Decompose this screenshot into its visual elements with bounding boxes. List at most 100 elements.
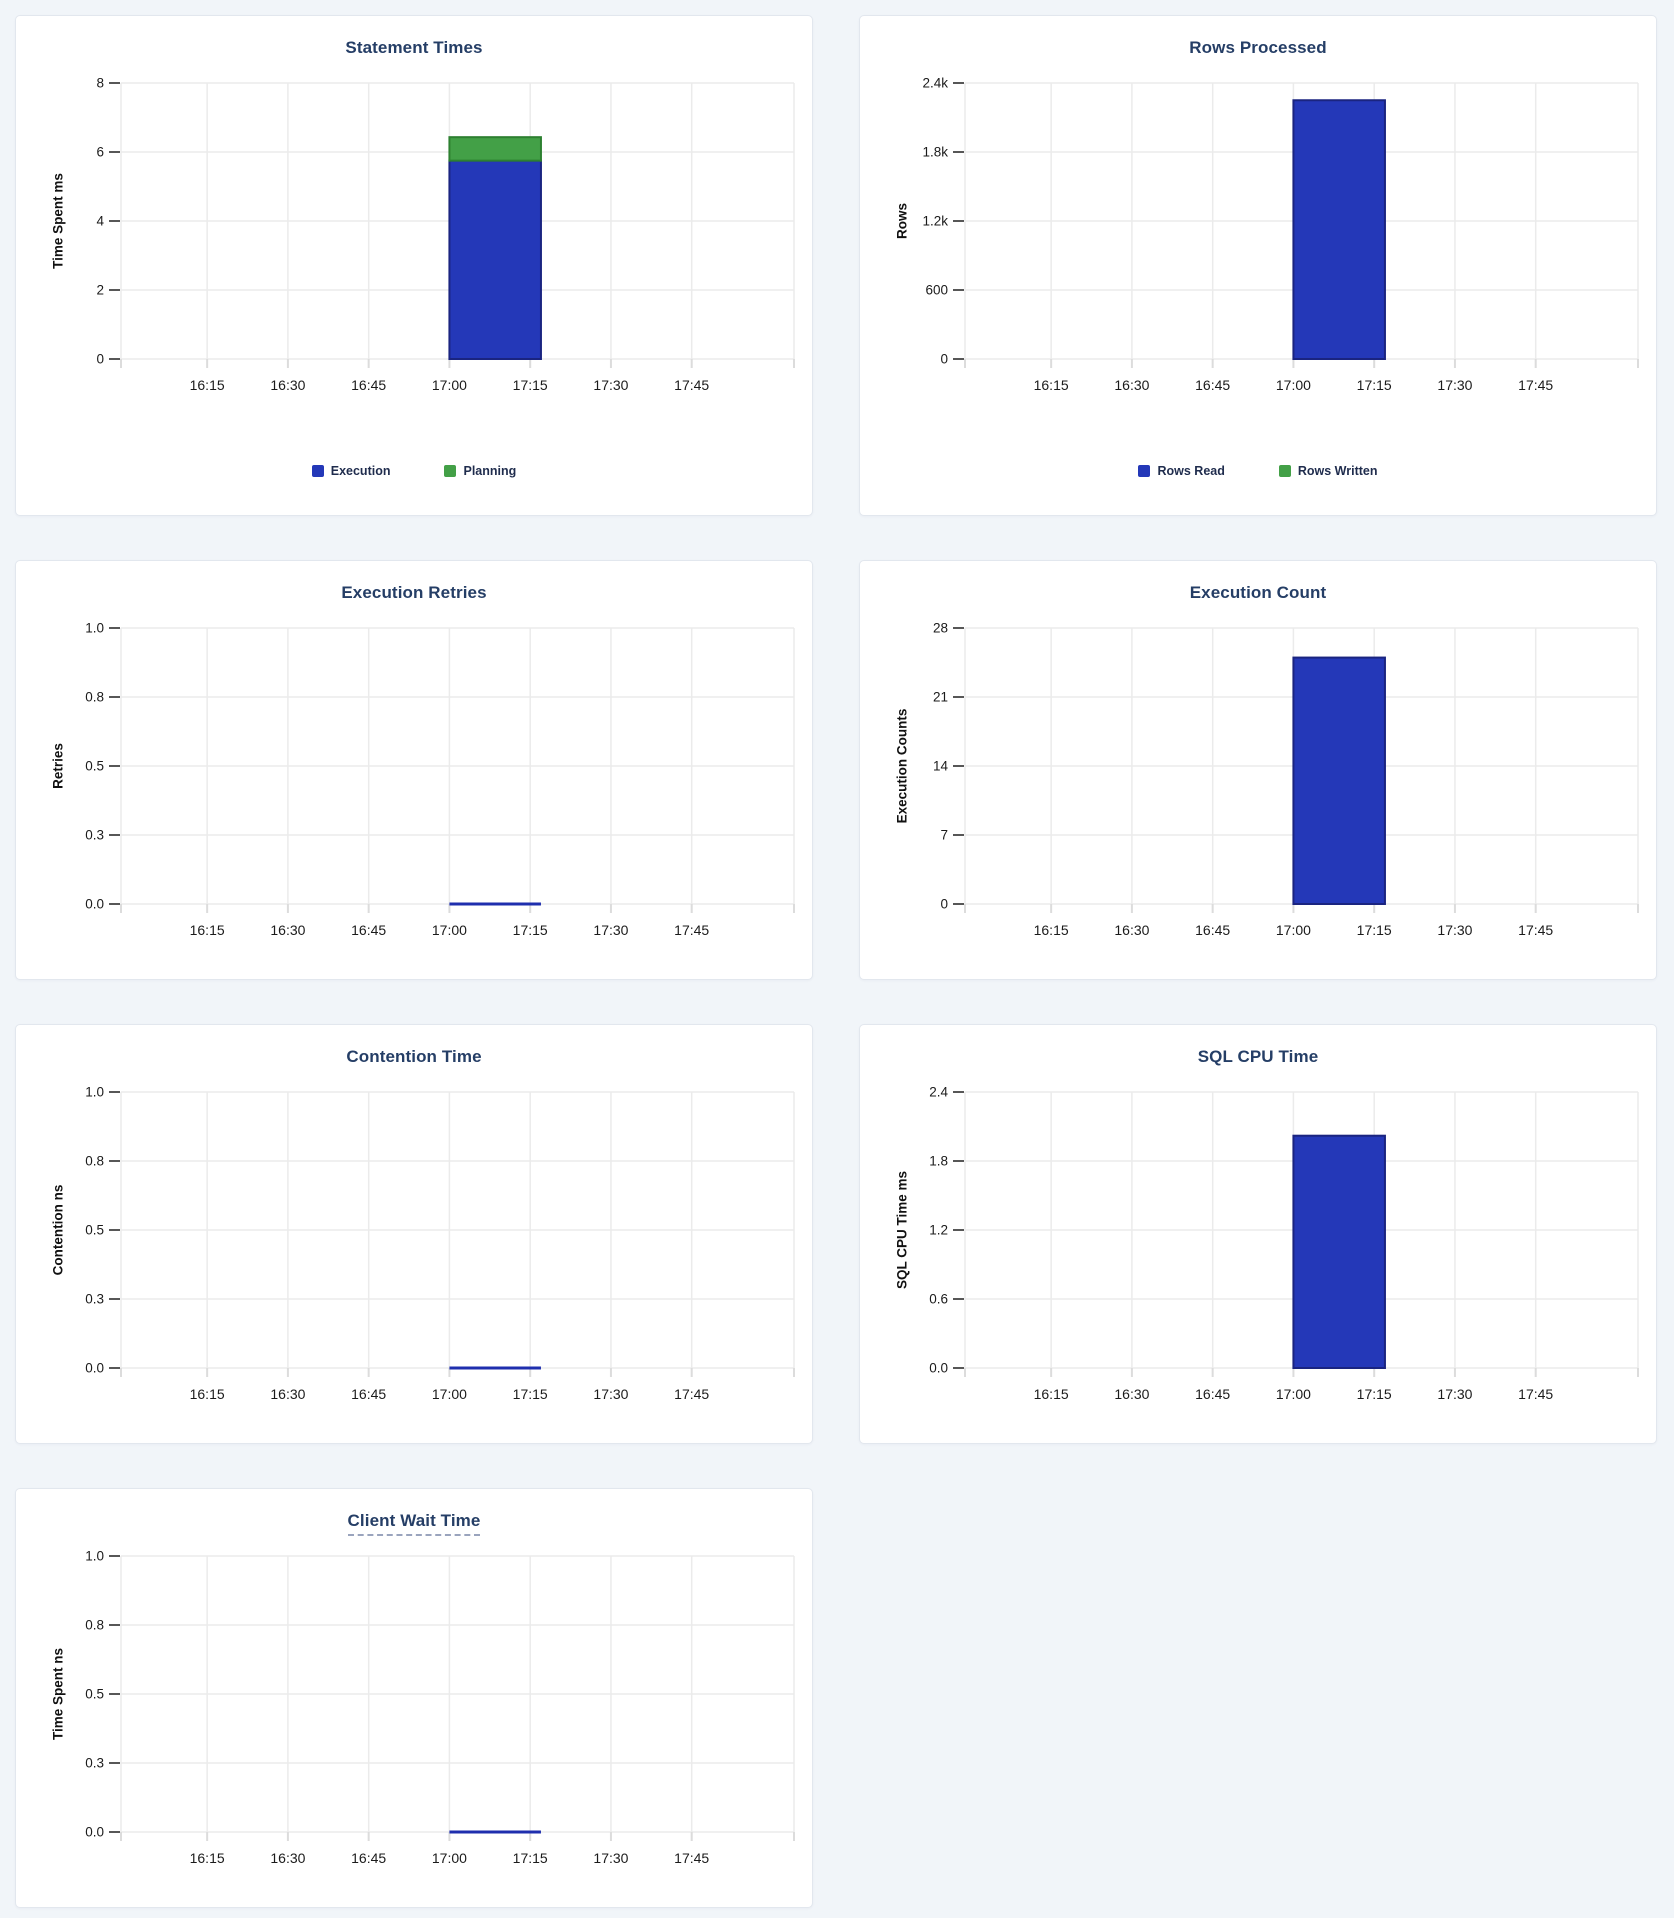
svg-text:0.5: 0.5 — [85, 759, 104, 774]
y-axis-title: SQL CPU Time ms — [894, 1170, 910, 1290]
legend-item-planning[interactable]: Planning — [444, 464, 516, 478]
svg-text:6: 6 — [96, 145, 104, 160]
svg-text:2.4: 2.4 — [929, 1085, 948, 1100]
y-axis-title: Rows — [894, 202, 910, 240]
svg-text:17:45: 17:45 — [1518, 922, 1553, 938]
svg-text:17:45: 17:45 — [1518, 1386, 1553, 1402]
legend-label: Rows Written — [1297, 464, 1378, 478]
svg-text:28: 28 — [933, 621, 948, 636]
chart-title-text: Execution Count — [1189, 583, 1327, 602]
legend-swatch-green — [1278, 465, 1291, 477]
svg-text:17:00: 17:00 — [1276, 377, 1311, 393]
svg-text:17:45: 17:45 — [1518, 377, 1553, 393]
chart-card-execution-retries: Execution Retries Retries 0.0 0.3 0.5 0.8 1.… — [15, 560, 813, 980]
svg-text:0.3: 0.3 — [85, 1292, 104, 1307]
chart-title-execution-count: Execution Count — [860, 583, 1656, 603]
chart-title-text: Execution Retries — [341, 583, 487, 602]
svg-text:16:45: 16:45 — [1195, 922, 1230, 938]
chart-title-text: Contention Time — [346, 1047, 482, 1066]
svg-text:1.0: 1.0 — [85, 1549, 104, 1564]
y-axis-title: Execution Counts — [894, 708, 910, 824]
y-axis-title: Retries — [50, 743, 66, 789]
legend-label: Rows Read — [1157, 464, 1225, 478]
svg-text:17:00: 17:00 — [432, 1850, 467, 1866]
svg-text:0: 0 — [96, 352, 104, 367]
svg-text:0.5: 0.5 — [85, 1687, 104, 1702]
y-axis-title: Contention ns — [50, 1184, 66, 1276]
svg-text:0.8: 0.8 — [85, 690, 104, 705]
chart-title-text: Rows Processed — [1189, 38, 1327, 57]
svg-text:16:45: 16:45 — [351, 1850, 386, 1866]
svg-text:16:30: 16:30 — [1114, 922, 1149, 938]
svg-text:0.5: 0.5 — [85, 1223, 104, 1238]
svg-text:17:30: 17:30 — [593, 1850, 628, 1866]
svg-text:16:15: 16:15 — [190, 377, 225, 393]
svg-text:1.2: 1.2 — [929, 1223, 948, 1238]
svg-text:16:30: 16:30 — [1114, 377, 1149, 393]
svg-text:16:45: 16:45 — [351, 922, 386, 938]
chart-card-rows-processed: Rows Processed Rows 0 600 1.2k 1.8k 2.4k 16:1… — [859, 15, 1657, 516]
statement-times-plot-area[interactable]: 0 2 4 6 8 16:15 16:30 16:45 17:00 17:15 17:30 17:45 — [16, 16, 813, 408]
svg-text:0: 0 — [940, 352, 948, 367]
svg-text:17:30: 17:30 — [1437, 922, 1472, 938]
svg-text:16:30: 16:30 — [270, 922, 305, 938]
y-axis-title: Time Spent ms — [50, 173, 66, 269]
svg-text:17:45: 17:45 — [674, 922, 709, 938]
legend-label: Planning — [463, 464, 517, 478]
svg-text:0.3: 0.3 — [85, 828, 104, 843]
execution-retries-plot-area[interactable]: 0.0 0.3 0.5 0.8 1.0 16:15 16:30 16:45 17:00 17:15… — [16, 561, 813, 953]
svg-text:0.6: 0.6 — [929, 1292, 948, 1307]
svg-text:17:45: 17:45 — [674, 377, 709, 393]
legend-label: Execution — [330, 464, 391, 478]
chart-legend: Execution Planning — [16, 464, 812, 478]
svg-text:16:30: 16:30 — [270, 1386, 305, 1402]
svg-text:17:15: 17:15 — [513, 1386, 548, 1402]
legend-item-rows-written[interactable]: Rows Written — [1278, 464, 1378, 478]
legend-item-execution[interactable]: Execution — [311, 464, 391, 478]
chart-card-execution-count: Execution Count Execution Counts 0 7 14 21 2… — [859, 560, 1657, 980]
svg-text:0.8: 0.8 — [85, 1154, 104, 1169]
svg-text:16:45: 16:45 — [1195, 377, 1230, 393]
chart-title-text: Statement Times — [345, 38, 483, 57]
chart-title-contention-time: Contention Time — [16, 1047, 812, 1067]
chart-card-contention-time: Contention Time Contention ns 0.0 0.3 0.5 0… — [15, 1024, 813, 1444]
legend-swatch-blue — [1138, 465, 1151, 477]
svg-text:17:15: 17:15 — [513, 922, 548, 938]
svg-text:17:00: 17:00 — [432, 922, 467, 938]
svg-text:1.2k: 1.2k — [922, 214, 948, 229]
client-wait-time-plot-area[interactable]: 0.0 0.3 0.5 0.8 1.0 16:15 16:30 16:45 17:00 17:15… — [16, 1489, 813, 1881]
svg-text:16:30: 16:30 — [1114, 1386, 1149, 1402]
chart-title-rows-processed: Rows Processed — [860, 38, 1656, 58]
svg-text:16:15: 16:15 — [190, 1850, 225, 1866]
legend-swatch-blue — [311, 465, 324, 477]
svg-text:17:15: 17:15 — [513, 377, 548, 393]
svg-text:8: 8 — [96, 76, 104, 91]
chart-card-sql-cpu-time: SQL CPU Time SQL CPU Time ms 0.0 0.6 1.2 1.… — [859, 1024, 1657, 1444]
svg-text:17:45: 17:45 — [674, 1850, 709, 1866]
legend-swatch-green — [444, 465, 457, 477]
rows-processed-plot-area[interactable]: 0 600 1.2k 1.8k 2.4k 16:15 16:30 16:45 17:00 17:1… — [860, 16, 1657, 408]
execution-count-plot-area[interactable]: 0 7 14 21 28 16:15 16:30 16:45 17:00 17:15 17:30 17… — [860, 561, 1657, 953]
legend-item-rows-read[interactable]: Rows Read — [1138, 464, 1225, 478]
svg-text:16:30: 16:30 — [270, 1850, 305, 1866]
sql-cpu-time-plot-area[interactable]: 0.0 0.6 1.2 1.8 2.4 16:15 16:30 16:45 17:00 17:15… — [860, 1025, 1657, 1417]
svg-text:1.0: 1.0 — [85, 1085, 104, 1100]
chart-title-text-with-tooltip[interactable]: Client Wait Time — [347, 1511, 481, 1536]
contention-time-plot-area[interactable]: 0.0 0.3 0.5 0.8 1.0 16:15 16:30 16:45 17:00 17:15… — [16, 1025, 813, 1417]
svg-text:17:00: 17:00 — [432, 1386, 467, 1402]
svg-text:16:45: 16:45 — [1195, 1386, 1230, 1402]
chart-title-execution-retries: Execution Retries — [16, 583, 812, 603]
svg-text:17:30: 17:30 — [1437, 377, 1472, 393]
y-axis-title: Time Spent ns — [50, 1647, 66, 1741]
chart-title-sql-cpu-time: SQL CPU Time — [860, 1047, 1656, 1067]
chart-title-client-wait-time: Client Wait Time — [16, 1511, 812, 1536]
svg-text:17:15: 17:15 — [1357, 1386, 1392, 1402]
svg-text:0.0: 0.0 — [85, 897, 104, 912]
svg-text:16:15: 16:15 — [1034, 1386, 1069, 1402]
svg-text:17:00: 17:00 — [432, 377, 467, 393]
svg-text:0.8: 0.8 — [85, 1618, 104, 1633]
svg-text:16:30: 16:30 — [270, 377, 305, 393]
chart-card-statement-times: Statement Times Time Spent ms 0 2 4 6 8 16:15… — [15, 15, 813, 516]
svg-text:600: 600 — [925, 283, 948, 298]
